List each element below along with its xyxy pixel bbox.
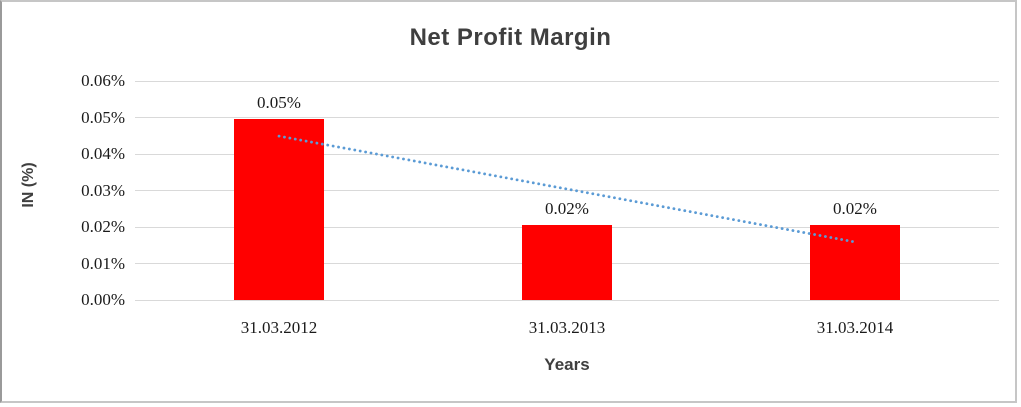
x-axis-title: Years	[544, 355, 590, 374]
y-tick-label: 0.01%	[81, 253, 125, 273]
bar-data-label: 0.02%	[545, 198, 589, 218]
gridline	[135, 117, 999, 118]
bar-data-label: 0.05%	[257, 92, 301, 112]
y-tick-label: 0.02%	[81, 217, 125, 236]
x-category-label: 31.03.2012	[240, 318, 318, 337]
y-tick-label: 0.05%	[81, 107, 125, 127]
gridline	[135, 299, 999, 301]
bar-31.03.2012	[234, 118, 324, 300]
y-tick-label: 0.06%	[81, 71, 125, 90]
x-category-label: 31.03.2014	[816, 318, 894, 337]
chart-title: Net Profit Margin	[409, 24, 612, 51]
bar-data-label: 0.02%	[833, 198, 877, 218]
x-category-label: 31.03.2013	[528, 318, 606, 337]
y-tick-label: 0.04%	[81, 144, 125, 163]
bar-31.03.2013	[522, 224, 612, 300]
bar-31.03.2014	[810, 224, 900, 300]
y-tick-label: 0.03%	[81, 180, 125, 200]
gridline	[135, 80, 999, 82]
y-tick-label: 0.00%	[81, 290, 125, 309]
